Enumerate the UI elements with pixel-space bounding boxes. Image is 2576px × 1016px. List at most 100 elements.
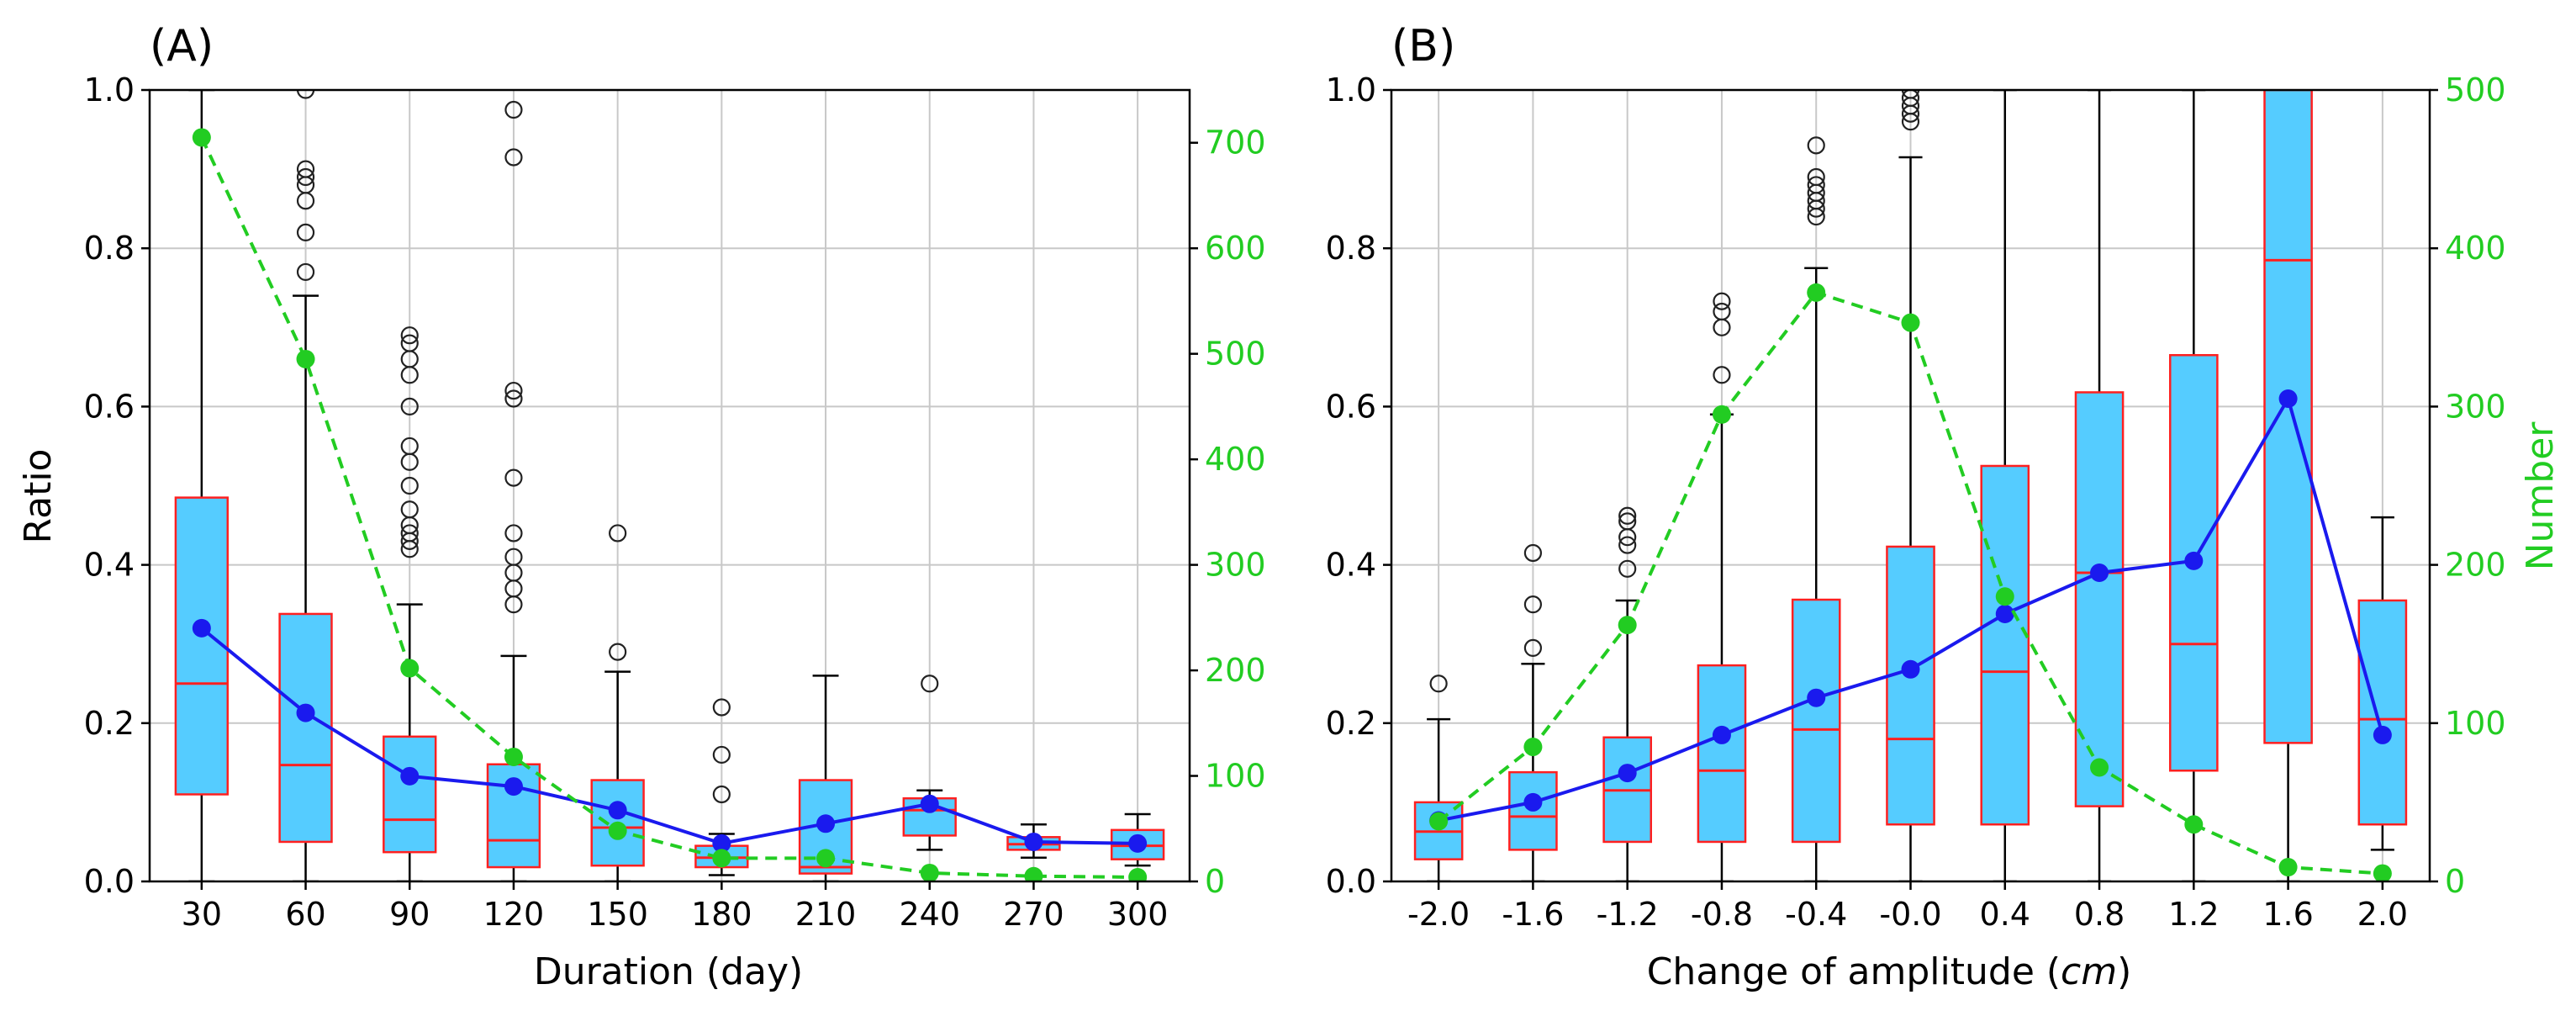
ytick-label: 0.6 (84, 388, 135, 425)
flier-point (1807, 136, 1825, 155)
box-1.6 (2263, 90, 2313, 881)
flier-point (1523, 543, 1543, 563)
mean-point (816, 814, 836, 833)
box-iqr (1980, 464, 2030, 826)
flier-point (1901, 90, 1920, 99)
xtick-label: 90 (389, 896, 430, 933)
flier-point (400, 397, 419, 415)
box-0.8 (2074, 90, 2125, 881)
ytick-label: 0.4 (1326, 547, 1376, 584)
count-point (2184, 815, 2204, 834)
count-point (400, 659, 420, 678)
y2tick-label: 100 (1205, 758, 1266, 795)
count-line (200, 136, 1138, 879)
count-point (608, 821, 627, 840)
mean-point (1024, 832, 1043, 851)
count-point (1618, 616, 1637, 635)
flier-point (712, 698, 731, 717)
mean-line (200, 627, 1138, 845)
mean-point (1901, 659, 1920, 679)
mean-point (1618, 764, 1637, 783)
ytick-label: 0.6 (1326, 388, 1376, 425)
xtick-label: 30 (182, 896, 222, 933)
ytick-label: 1.0 (1326, 71, 1376, 108)
flier-point (504, 468, 523, 487)
flier-point (296, 160, 315, 178)
mean-point (2090, 564, 2109, 583)
count-point (1128, 867, 1148, 881)
count-point (1523, 738, 1543, 757)
flier-point (1618, 536, 1637, 554)
box-300 (1110, 812, 1165, 867)
y2tick-label: 700 (1205, 124, 1266, 161)
count-point (1429, 812, 1449, 831)
panel-a-plot: 0.0 0.2 0.4 0.6 0.8 1.0 0 100 200 300 400 500 600 700… (84, 71, 1266, 933)
box-iqr (278, 612, 333, 844)
xtick-label: -1.2 (1597, 896, 1659, 933)
mean-point (296, 703, 315, 722)
flier-point (1618, 512, 1637, 531)
count-point (1712, 405, 1731, 424)
flier-point (1429, 675, 1448, 693)
mean-point (2278, 389, 2298, 408)
xtick-label: 0.4 (1980, 896, 2030, 933)
y2tick-label: 100 (2445, 705, 2506, 742)
xtick-label: -0.4 (1785, 896, 1847, 933)
mean-point (1523, 792, 1543, 812)
flier-point (400, 476, 419, 495)
count-point (1807, 283, 1826, 302)
flier-point (1807, 176, 1825, 194)
xtick-label: 120 (483, 896, 545, 933)
flier-point (1713, 292, 1731, 310)
box--0.4 (1791, 136, 1841, 881)
flier-point (296, 223, 315, 241)
y2tick-label: 0 (1205, 863, 1225, 900)
xtick-label: -1.6 (1502, 896, 1564, 933)
count-point (1901, 313, 1920, 332)
box-30 (174, 90, 230, 881)
panel-a-ylabel: Ratio (17, 449, 60, 544)
count-point (816, 849, 836, 868)
flier-point (504, 524, 523, 542)
flier-point (1523, 595, 1543, 614)
xtick-label: -0.0 (1879, 896, 1941, 933)
xtick-label: 2.0 (2357, 896, 2408, 933)
xtick-label: 180 (691, 896, 752, 933)
y2tick-label: 400 (2445, 230, 2506, 267)
box-iqr (2074, 391, 2125, 807)
y2tick-label: 500 (2445, 71, 2506, 108)
count-point (920, 863, 939, 881)
flier-point (1713, 302, 1731, 321)
box-iqr (174, 496, 230, 796)
plot-area (174, 90, 1165, 881)
y2tick-label: 300 (2445, 388, 2506, 425)
mean-point (192, 618, 211, 638)
count-point (712, 849, 731, 868)
y2tick-label: 200 (1205, 652, 1266, 689)
y2tick-label: 500 (1205, 336, 1266, 373)
count-point (1024, 866, 1043, 881)
mean-point (608, 801, 627, 820)
xtick-label: -0.8 (1691, 896, 1753, 933)
axes-frame (148, 88, 1191, 883)
box-iqr (1886, 545, 1935, 826)
mean-point (1712, 725, 1731, 744)
panel-b-xlabel: Change of amplitude (cm) (1647, 950, 2132, 993)
box-1.2 (2169, 90, 2219, 881)
count-point (504, 747, 523, 766)
box-iqr (2357, 599, 2408, 826)
flier-point (400, 524, 419, 542)
box-2.0 (2357, 516, 2408, 851)
flier-point (1807, 167, 1825, 187)
panel-b-label: (B) (1391, 21, 1455, 71)
count-point (192, 128, 211, 147)
box--0.0 (1886, 90, 1935, 881)
panel-b-y2label: Number (2519, 421, 2562, 571)
xtick-label: 210 (795, 896, 857, 933)
box-0.4 (1980, 90, 2030, 881)
xtick-label: 0.8 (2074, 896, 2125, 933)
mean-point (920, 794, 939, 813)
flier-point (609, 643, 627, 661)
panel-a-label: (A) (150, 21, 214, 71)
flier-point (1713, 366, 1731, 384)
